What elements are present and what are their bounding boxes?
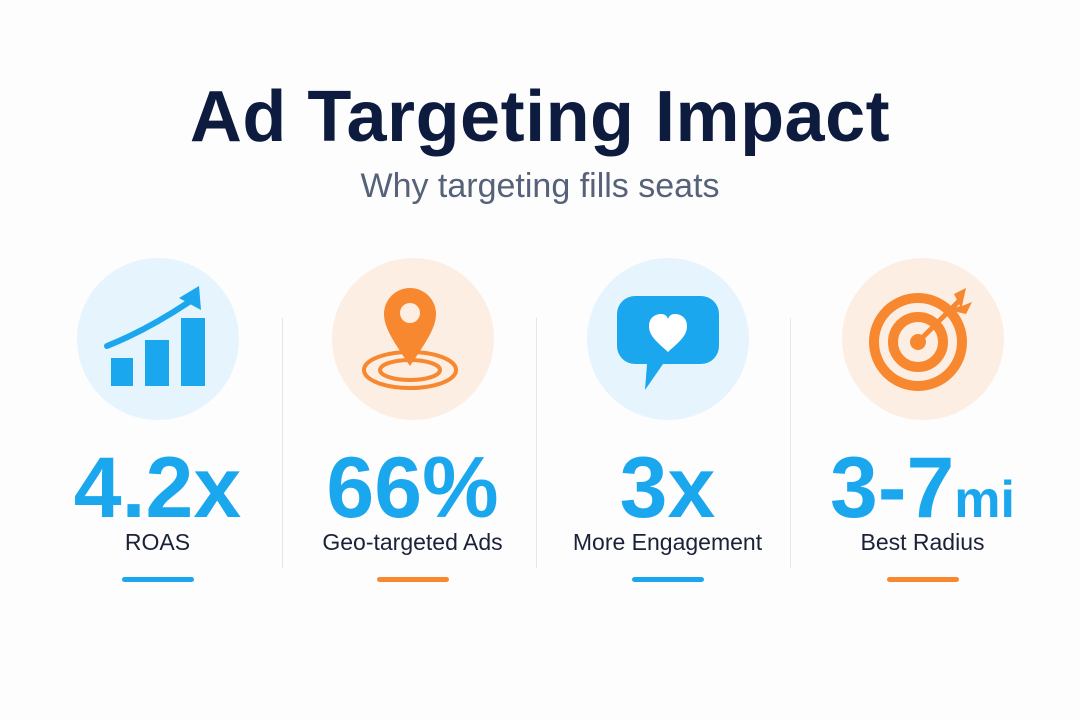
page-subtitle: Why targeting fills seats <box>360 167 720 205</box>
column-divider <box>790 318 791 568</box>
stat-value: 3x <box>619 440 716 536</box>
stat-value: 4.2x <box>73 440 242 536</box>
stat-label: Best Radius <box>860 529 985 555</box>
stat-label: ROAS <box>124 529 191 555</box>
stat-underline <box>122 577 194 582</box>
stat-card-roas: 4.2x ROAS <box>30 258 285 598</box>
stat-label: More Engagement <box>572 529 763 555</box>
stat-card-geo-targeted-ads: 66% Geo-targeted Ads <box>285 258 540 598</box>
stat-underline <box>887 577 959 582</box>
stat-underline <box>377 577 449 582</box>
column-divider <box>282 318 283 568</box>
stat-value: 66% <box>326 440 499 536</box>
stats-row: 4.2x ROAS 66% Geo-targeted Ads 3x More E… <box>30 258 1050 598</box>
stat-label: Geo-targeted Ads <box>322 529 503 555</box>
column-divider <box>536 318 537 568</box>
chat-heart-icon <box>587 258 749 420</box>
page-title: Ad Targeting Impact <box>189 77 891 157</box>
bar-chart-trend-icon <box>77 258 239 420</box>
stat-underline <box>632 577 704 582</box>
stat-value: 3-7mi <box>830 440 1015 536</box>
stat-card-more-engagement: 3x More Engagement <box>540 258 795 598</box>
location-pin-icon <box>332 258 494 420</box>
target-arrow-icon <box>842 258 1004 420</box>
stat-card-best-radius: 3-7mi Best Radius <box>795 258 1050 598</box>
